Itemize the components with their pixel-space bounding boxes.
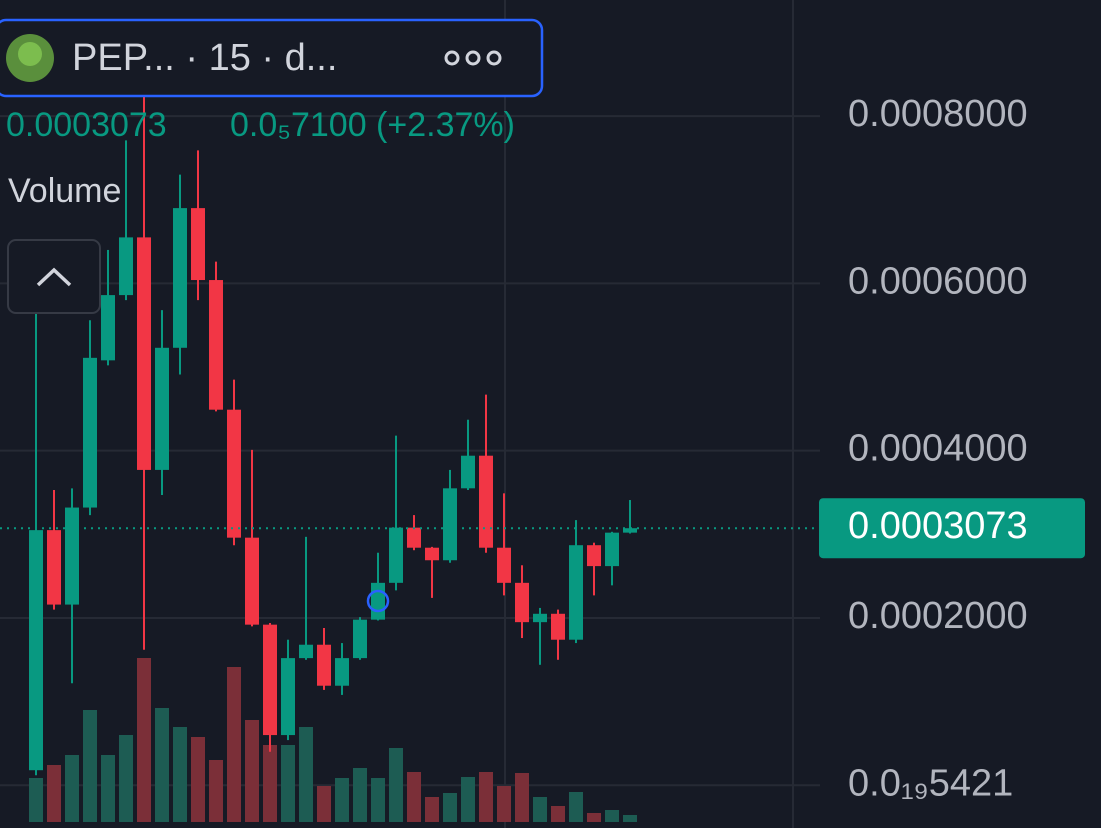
volume-bar: [29, 778, 43, 822]
volume-bar: [569, 792, 583, 822]
volume-bar: [227, 667, 241, 822]
volume-bar: [317, 786, 331, 822]
volume-bar: [533, 797, 547, 822]
volume-bar: [191, 737, 205, 822]
price-change: 0.0₅7100 (+2.37%): [230, 106, 515, 144]
last-price-box: [819, 498, 1085, 559]
volume-pane: [29, 658, 637, 822]
volume-bar: [155, 708, 169, 822]
symbol-icon-face: [18, 42, 42, 66]
volume-bar: [83, 710, 97, 822]
y-tick-label: 0.0008000: [848, 93, 1028, 135]
volume-bar: [65, 755, 79, 822]
collapse-button[interactable]: [7, 239, 101, 314]
candle-body: [497, 547, 511, 583]
y-tick-label: 0.0002000: [848, 595, 1028, 637]
candle-body: [83, 357, 97, 508]
candle-body: [335, 658, 349, 686]
volume-bar: [137, 658, 151, 822]
candle-body: [371, 582, 385, 620]
candle-body: [551, 613, 565, 640]
candle-body: [119, 237, 133, 296]
candle-body: [299, 644, 313, 659]
candle-body: [101, 295, 115, 361]
volume-bar: [479, 772, 493, 822]
volume-bar: [119, 735, 133, 822]
marker: [366, 589, 390, 613]
candle-body: [227, 409, 241, 538]
chevron-up: [36, 267, 72, 287]
candle-body: [47, 530, 61, 605]
volume-bar: [389, 748, 403, 822]
candle-body: [317, 644, 331, 686]
candle-body: [191, 208, 205, 281]
volume-bar: [209, 760, 223, 822]
volume-bar: [605, 810, 619, 822]
volume-bar: [443, 793, 457, 822]
volume-bar: [587, 813, 601, 822]
last-price-label: 0.0003073: [848, 505, 1028, 547]
candle-body: [515, 582, 529, 623]
volume-bar: [299, 727, 313, 822]
candle-body: [533, 613, 547, 623]
volume-bar: [335, 778, 349, 822]
candle-body: [65, 507, 79, 605]
candle-body: [263, 624, 277, 736]
candle-body: [479, 455, 493, 548]
volume-bar: [173, 727, 187, 822]
candle-body: [29, 530, 43, 771]
candle-body: [209, 280, 223, 410]
y-axis: 0.0₁₉5421 0.0002000 0.0004000 0.0006000 0.00…: [848, 93, 1028, 804]
volume-bar: [623, 815, 637, 822]
price: 0.0003073: [6, 106, 167, 144]
candle-body: [425, 547, 439, 561]
volume-bar: [101, 755, 115, 822]
volume-bar: [425, 797, 439, 822]
candle-body: [461, 455, 475, 489]
y-tick-label: 0.0006000: [848, 260, 1028, 302]
volume-bar: [245, 720, 259, 822]
volume-bar: [515, 773, 529, 822]
symbol-box[interactable]: [0, 18, 544, 98]
volume-bar: [263, 745, 277, 822]
more-button[interactable]: [444, 50, 502, 66]
volume-bar: [551, 806, 565, 822]
y-tick-label: 0.0004000: [848, 428, 1028, 470]
candle-body: [623, 528, 637, 533]
candle-body: [605, 532, 619, 567]
volume-bar: [497, 786, 511, 822]
volume-label: Volume: [8, 172, 121, 210]
candle-body: [155, 347, 169, 470]
candle-body: [245, 537, 259, 625]
y-tick-label: 0.0₁₉5421: [848, 762, 1013, 804]
volume-bar: [281, 745, 295, 822]
candle-body: [569, 545, 583, 640]
volume-bar: [371, 778, 385, 822]
candle-body: [173, 208, 187, 348]
volume-bar: [353, 768, 367, 822]
symbol-title: PEP... · 15 · d...: [72, 37, 337, 79]
volume-bar: [47, 765, 61, 822]
volume-bar: [407, 772, 421, 822]
candle-body: [443, 488, 457, 561]
volume-bar: [461, 777, 475, 822]
candle-body: [587, 545, 601, 567]
candle-body: [281, 658, 295, 736]
candle-body: [407, 527, 421, 548]
candle-body: [137, 237, 151, 470]
candles: [29, 95, 637, 776]
candle-body: [389, 527, 403, 583]
candle-body: [353, 619, 367, 659]
